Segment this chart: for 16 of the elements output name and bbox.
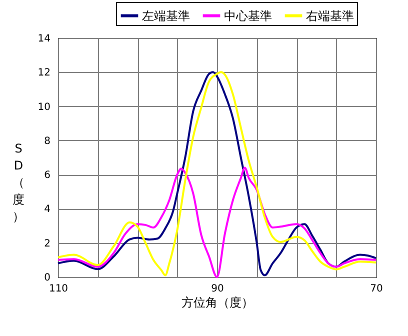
legend-label: 中心基準 bbox=[224, 8, 272, 23]
y-axis-title: SD（度） bbox=[12, 142, 24, 224]
y-tick-label: 4 bbox=[44, 204, 50, 216]
y-tick-label: 6 bbox=[44, 170, 50, 182]
x-tick-label: 110 bbox=[48, 284, 68, 294]
y-tick-label: 10 bbox=[38, 102, 50, 113]
x-tick-label: 90 bbox=[211, 284, 224, 294]
legend-label: 右端基準 bbox=[306, 8, 354, 23]
legend-label: 左端基準 bbox=[142, 8, 190, 23]
y-tick-label: 0 bbox=[44, 272, 50, 284]
y-tick-label: 2 bbox=[44, 238, 50, 250]
x-tick-label: 70 bbox=[370, 284, 383, 294]
y-tick-label: 14 bbox=[38, 34, 50, 44]
x-axis-title: 方位角（度） bbox=[182, 296, 254, 310]
y-tick-label: 12 bbox=[38, 68, 50, 79]
y-tick-label: 8 bbox=[44, 136, 50, 147]
